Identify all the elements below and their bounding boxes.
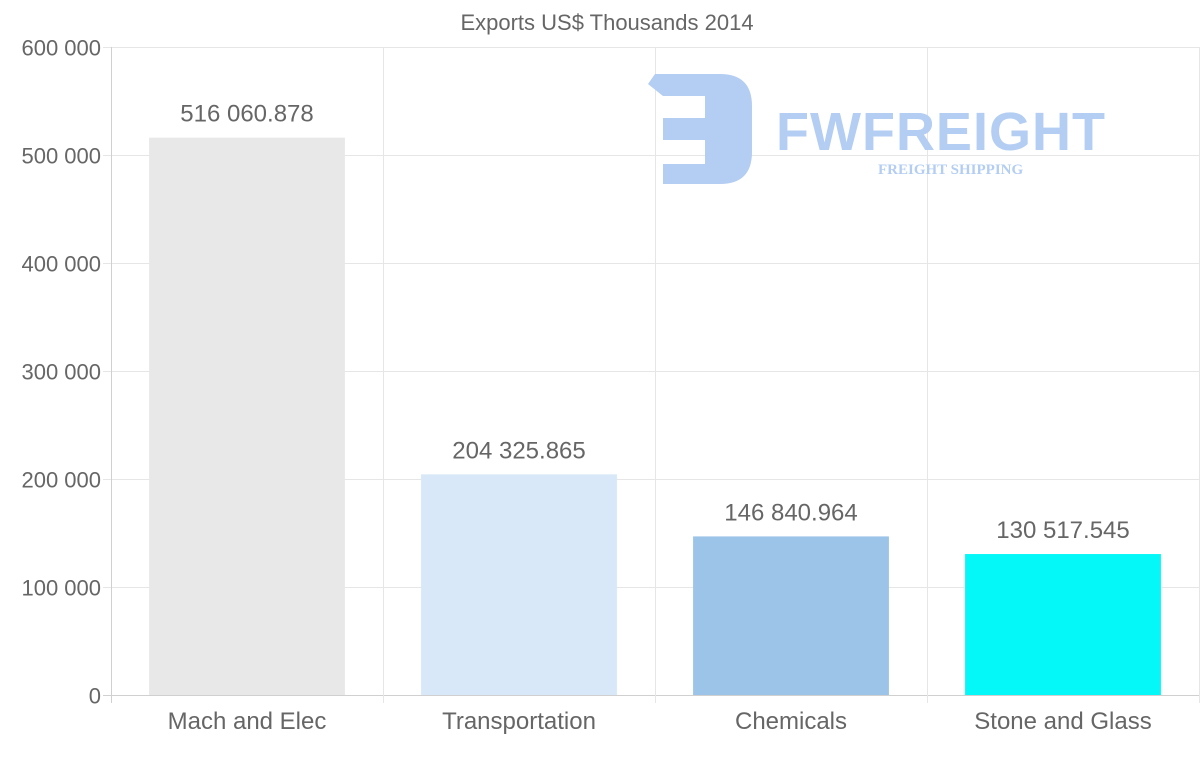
data-label: 130 517.545 (996, 517, 1129, 544)
data-label: 516 060.878 (180, 101, 313, 128)
x-tick-label: Transportation (442, 708, 596, 735)
x-tick-label: Chemicals (735, 708, 847, 735)
y-tick-label: 0 (89, 684, 101, 709)
y-tick-label: 100 000 (21, 576, 101, 601)
chart-title: Exports US$ Thousands 2014 (460, 10, 753, 35)
data-labels: 516 060.878 204 325.865 146 840.964 130 517… (180, 101, 1129, 544)
data-label: 146 840.964 (724, 499, 857, 526)
fwfreight-watermark-logo: FWFREIGHT FREIGHT SHIPPING (648, 74, 1106, 184)
x-tick-label: Stone and Glass (974, 708, 1151, 735)
bars (149, 137, 1161, 696)
data-label: 204 325.865 (452, 437, 585, 464)
bar (693, 536, 889, 695)
x-tick-label: Mach and Elec (168, 708, 327, 735)
y-tick-label: 600 000 (21, 36, 101, 61)
y-tick-label: 400 000 (21, 252, 101, 277)
watermark-tagline: FREIGHT SHIPPING (878, 162, 1023, 178)
y-tick-label: 500 000 (21, 144, 101, 169)
x-axis-ticks: Mach and Elec Transportation Chemicals Ston… (168, 708, 1152, 735)
bar (149, 137, 345, 696)
y-tick-label: 200 000 (21, 468, 101, 493)
bar (965, 554, 1161, 695)
y-axis-ticks: 0 100 000 200 000 300 000 400 000 500 000 600 … (21, 36, 101, 709)
watermark-brand: FWFREIGHT (776, 102, 1106, 162)
logo-mark-icon (648, 74, 752, 184)
bar (421, 474, 617, 695)
y-tick-label: 300 000 (21, 360, 101, 385)
